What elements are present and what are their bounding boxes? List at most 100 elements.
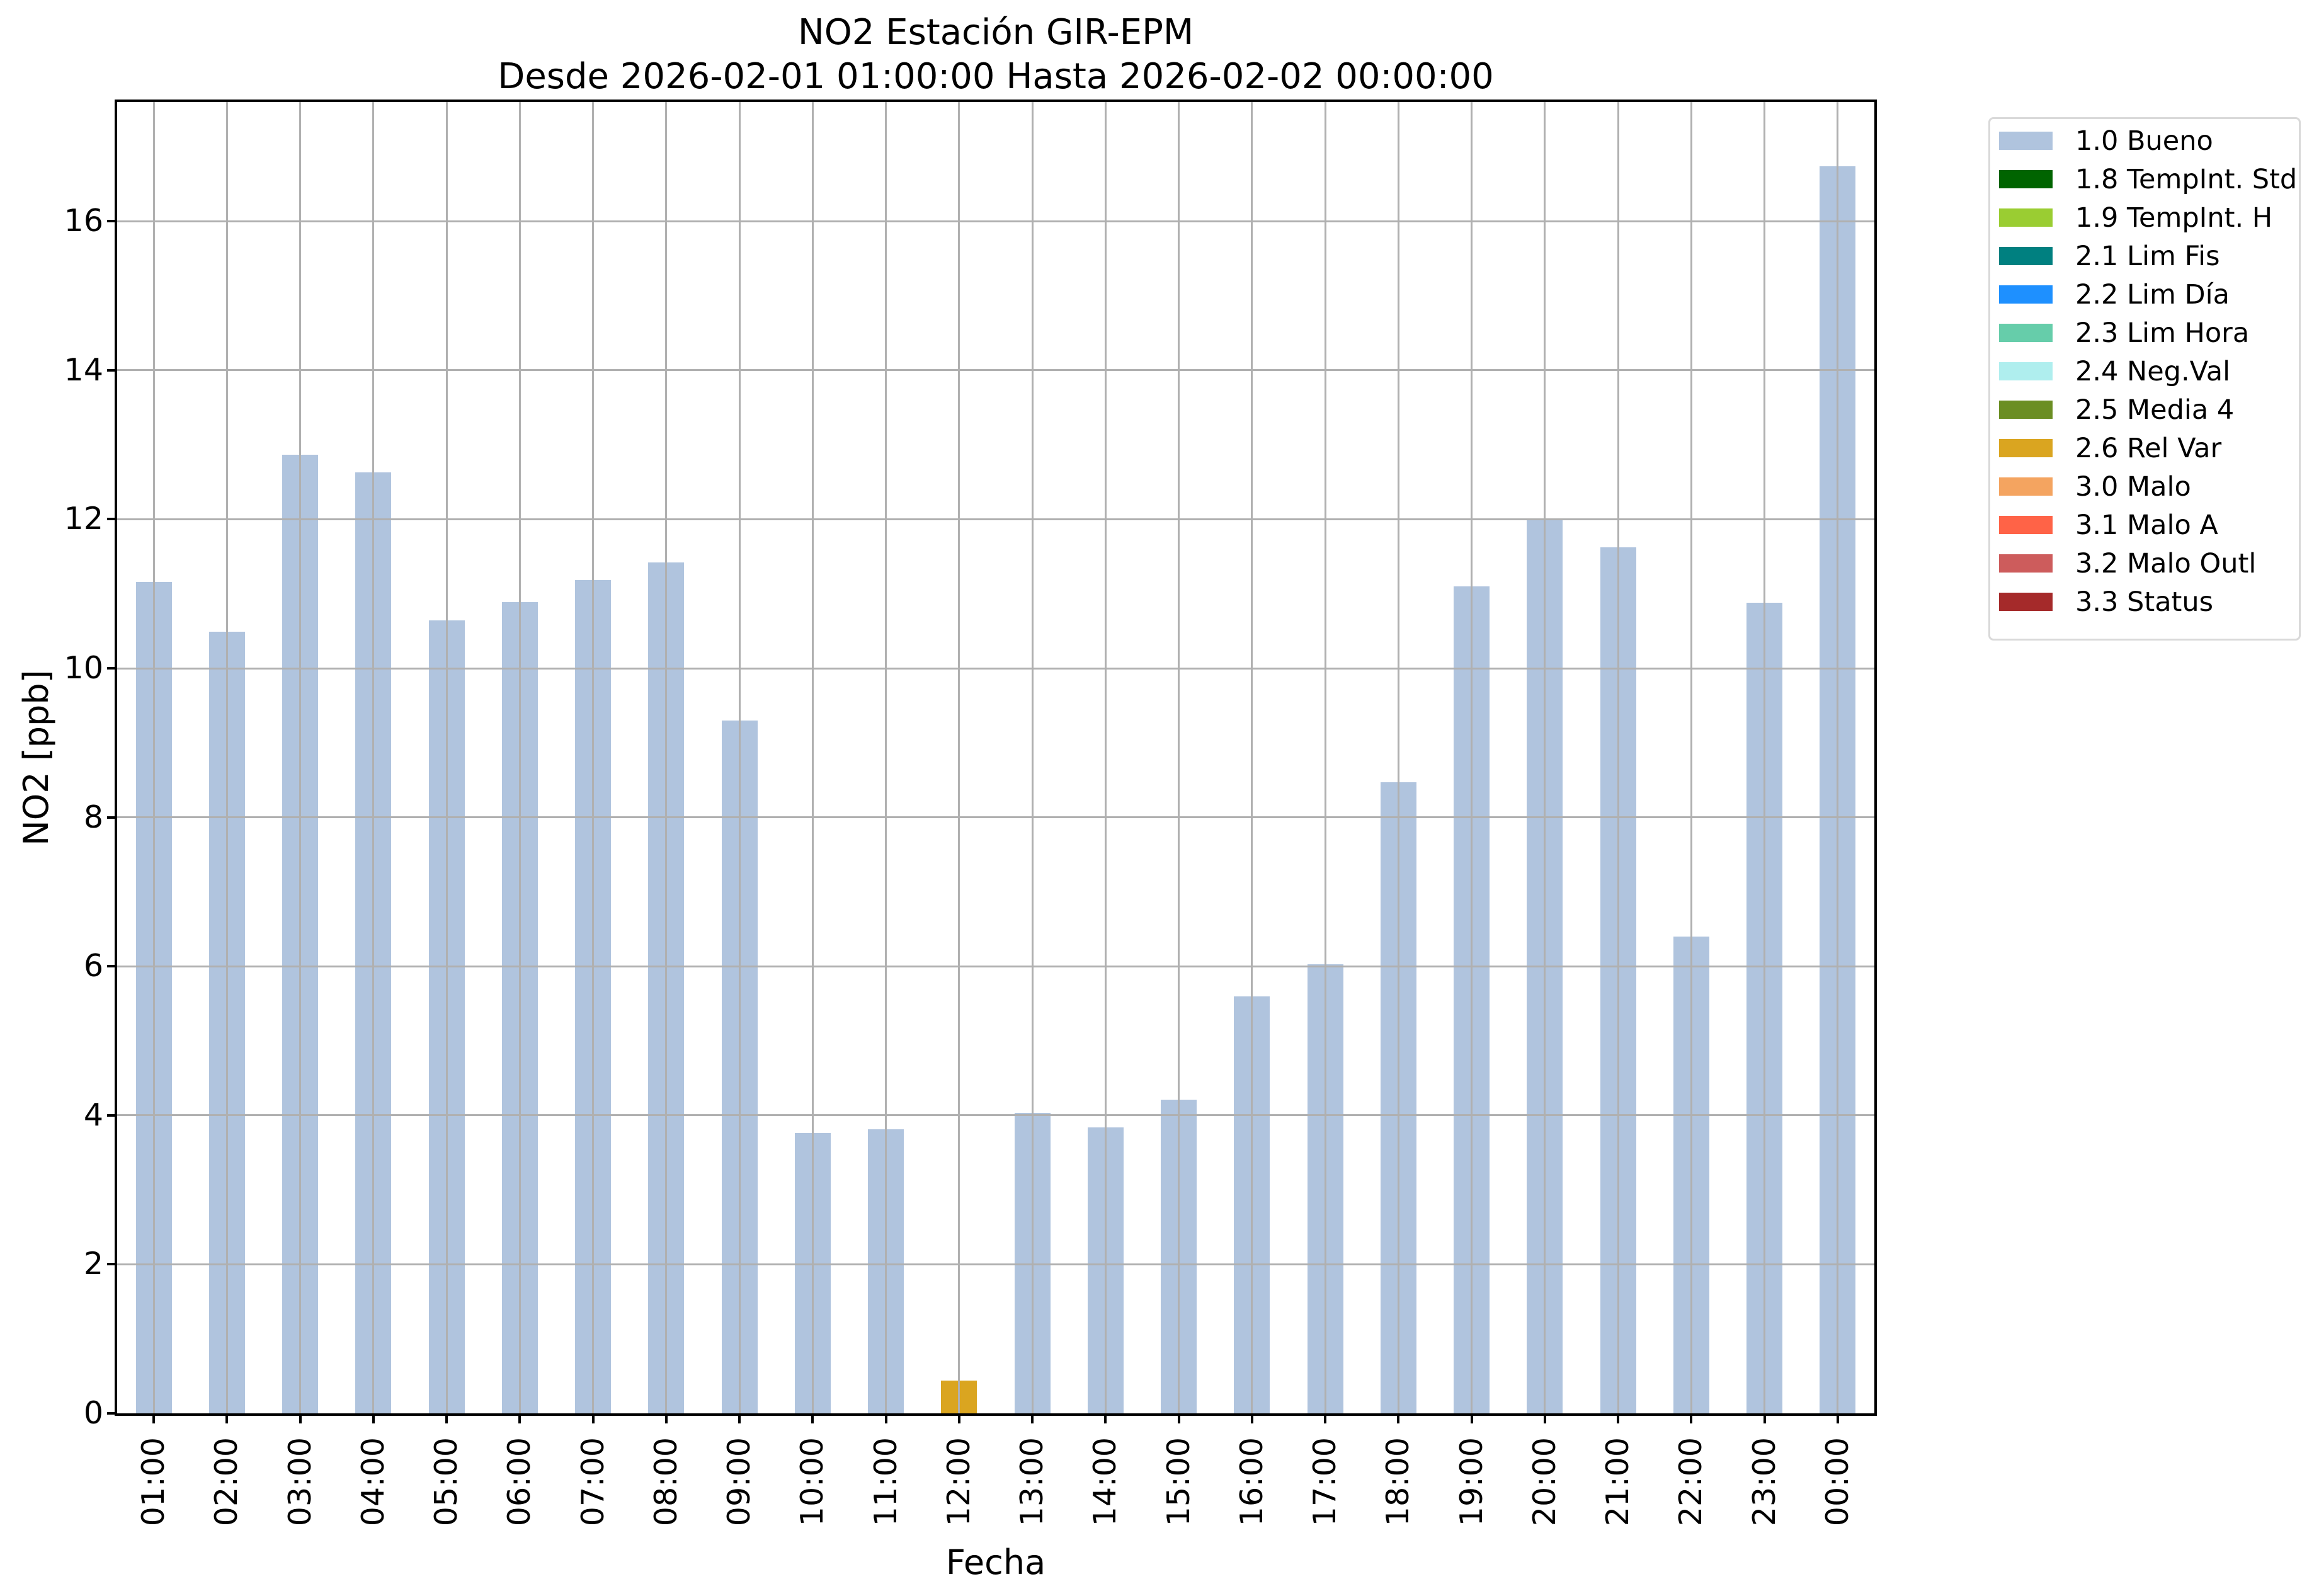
- gridline-v-20:00: [1544, 102, 1546, 1413]
- y-tick-mark-10: [107, 667, 115, 670]
- x-tick-label-08:00: 08:00: [647, 1437, 684, 1527]
- x-tick-label-12:00: 12:00: [940, 1437, 977, 1527]
- legend-item: 3.3 Status: [1999, 583, 2299, 621]
- x-tick-label-09:00: 09:00: [721, 1437, 758, 1527]
- legend-swatch: [1999, 439, 2053, 457]
- legend-label: 1.0 Bueno: [2075, 125, 2213, 157]
- x-tick-label-14:00: 14:00: [1087, 1437, 1124, 1527]
- legend-item: 2.6 Rel Var: [1999, 429, 2299, 467]
- x-tick-label-03:00: 03:00: [282, 1437, 318, 1527]
- gridline-v-01:00: [152, 102, 155, 1413]
- gridline-v-19:00: [1471, 102, 1473, 1413]
- legend-label: 2.5 Media 4: [2075, 394, 2235, 426]
- legend-swatch: [1999, 324, 2053, 342]
- x-tick-label-17:00: 17:00: [1307, 1437, 1343, 1527]
- y-tick-mark-4: [107, 1114, 115, 1117]
- x-tick-mark-01:00: [152, 1416, 156, 1423]
- x-tick-mark-04:00: [372, 1416, 375, 1423]
- x-tick-mark-17:00: [1324, 1416, 1327, 1423]
- legend-item: 3.0 Malo: [1999, 467, 2299, 506]
- y-tick-label-2: 2: [83, 1246, 103, 1282]
- x-tick-mark-00:00: [1836, 1416, 1839, 1423]
- legend-label: 2.2 Lim Día: [2075, 278, 2230, 311]
- x-tick-label-00:00: 00:00: [1819, 1437, 1855, 1527]
- legend-label: 3.1 Malo A: [2075, 509, 2218, 541]
- legend-label: 1.9 TempInt. H: [2075, 202, 2273, 234]
- legend-swatch: [1999, 516, 2053, 534]
- x-tick-mark-16:00: [1250, 1416, 1253, 1423]
- x-tick-mark-14:00: [1104, 1416, 1107, 1423]
- x-tick-mark-03:00: [299, 1416, 302, 1423]
- y-tick-mark-0: [107, 1412, 115, 1415]
- x-tick-mark-20:00: [1543, 1416, 1546, 1423]
- x-tick-label-23:00: 23:00: [1746, 1437, 1782, 1527]
- gridline-v-05:00: [445, 102, 448, 1413]
- legend-swatch: [1999, 362, 2053, 380]
- x-tick-mark-12:00: [957, 1416, 960, 1423]
- gridline-v-00:00: [1837, 102, 1839, 1413]
- gridline-h-12: [117, 518, 1874, 520]
- x-tick-mark-11:00: [884, 1416, 887, 1423]
- gridline-h-4: [117, 1114, 1874, 1117]
- gridline-v-10:00: [811, 102, 814, 1413]
- gridline-v-15:00: [1178, 102, 1180, 1413]
- legend-label: 2.1 Lim Fis: [2075, 240, 2220, 272]
- legend-item: 3.2 Malo Outl: [1999, 544, 2299, 583]
- x-tick-mark-19:00: [1470, 1416, 1473, 1423]
- y-tick-mark-12: [107, 518, 115, 521]
- x-tick-mark-09:00: [738, 1416, 741, 1423]
- legend-swatch: [1999, 285, 2053, 304]
- x-tick-mark-02:00: [225, 1416, 229, 1423]
- legend-swatch: [1999, 554, 2053, 573]
- gridline-v-23:00: [1763, 102, 1766, 1413]
- y-tick-mark-8: [107, 816, 115, 819]
- x-tick-mark-07:00: [591, 1416, 595, 1423]
- x-tick-label-20:00: 20:00: [1526, 1437, 1563, 1527]
- x-tick-label-04:00: 04:00: [355, 1437, 391, 1527]
- y-tick-mark-16: [107, 220, 115, 223]
- gridline-v-08:00: [665, 102, 668, 1413]
- x-tick-label-10:00: 10:00: [794, 1437, 831, 1527]
- gridline-v-03:00: [299, 102, 302, 1413]
- gridline-h-2: [117, 1263, 1874, 1265]
- legend: 1.0 Bueno 1.8 TempInt. Std 1.9 TempInt. H 2…: [1988, 117, 2301, 641]
- gridline-h-10: [117, 667, 1874, 670]
- gridline-h-8: [117, 816, 1874, 819]
- y-tick-label-8: 8: [83, 799, 103, 835]
- legend-swatch: [1999, 170, 2053, 188]
- gridline-v-13:00: [1031, 102, 1034, 1413]
- gridline-v-04:00: [372, 102, 375, 1413]
- legend-label: 2.3 Lim Hora: [2075, 317, 2250, 349]
- x-tick-mark-22:00: [1690, 1416, 1693, 1423]
- gridline-v-22:00: [1690, 102, 1692, 1413]
- y-tick-label-10: 10: [64, 650, 103, 687]
- y-tick-label-4: 4: [83, 1097, 103, 1133]
- gridline-v-09:00: [738, 102, 741, 1413]
- gridline-v-06:00: [518, 102, 521, 1413]
- chart-title: NO2 Estación GIR-EPM: [797, 12, 1194, 53]
- legend-item: 2.1 Lim Fis: [1999, 237, 2299, 275]
- legend-item: 2.5 Media 4: [1999, 390, 2299, 429]
- y-tick-mark-2: [107, 1263, 115, 1266]
- spine-right: [1874, 100, 1877, 1416]
- legend-item: 2.4 Neg.Val: [1999, 352, 2299, 390]
- gridline-h-14: [117, 369, 1874, 372]
- legend-item: 1.0 Bueno: [1999, 122, 2299, 160]
- x-axis-label: Fecha: [945, 1542, 1046, 1582]
- legend-swatch: [1999, 477, 2053, 496]
- legend-swatch: [1999, 132, 2053, 150]
- legend-label: 2.4 Neg.Val: [2075, 355, 2231, 387]
- x-tick-label-22:00: 22:00: [1673, 1437, 1709, 1527]
- legend-swatch: [1999, 593, 2053, 611]
- y-tick-label-14: 14: [64, 351, 103, 388]
- y-tick-mark-6: [107, 965, 115, 968]
- x-tick-mark-06:00: [518, 1416, 521, 1423]
- x-tick-label-01:00: 01:00: [135, 1437, 172, 1527]
- x-tick-mark-08:00: [664, 1416, 668, 1423]
- x-tick-label-07:00: 07:00: [574, 1437, 611, 1527]
- legend-swatch: [1999, 401, 2053, 419]
- legend-swatch: [1999, 208, 2053, 227]
- spine-top: [115, 100, 1877, 102]
- spine-bottom: [115, 1413, 1877, 1416]
